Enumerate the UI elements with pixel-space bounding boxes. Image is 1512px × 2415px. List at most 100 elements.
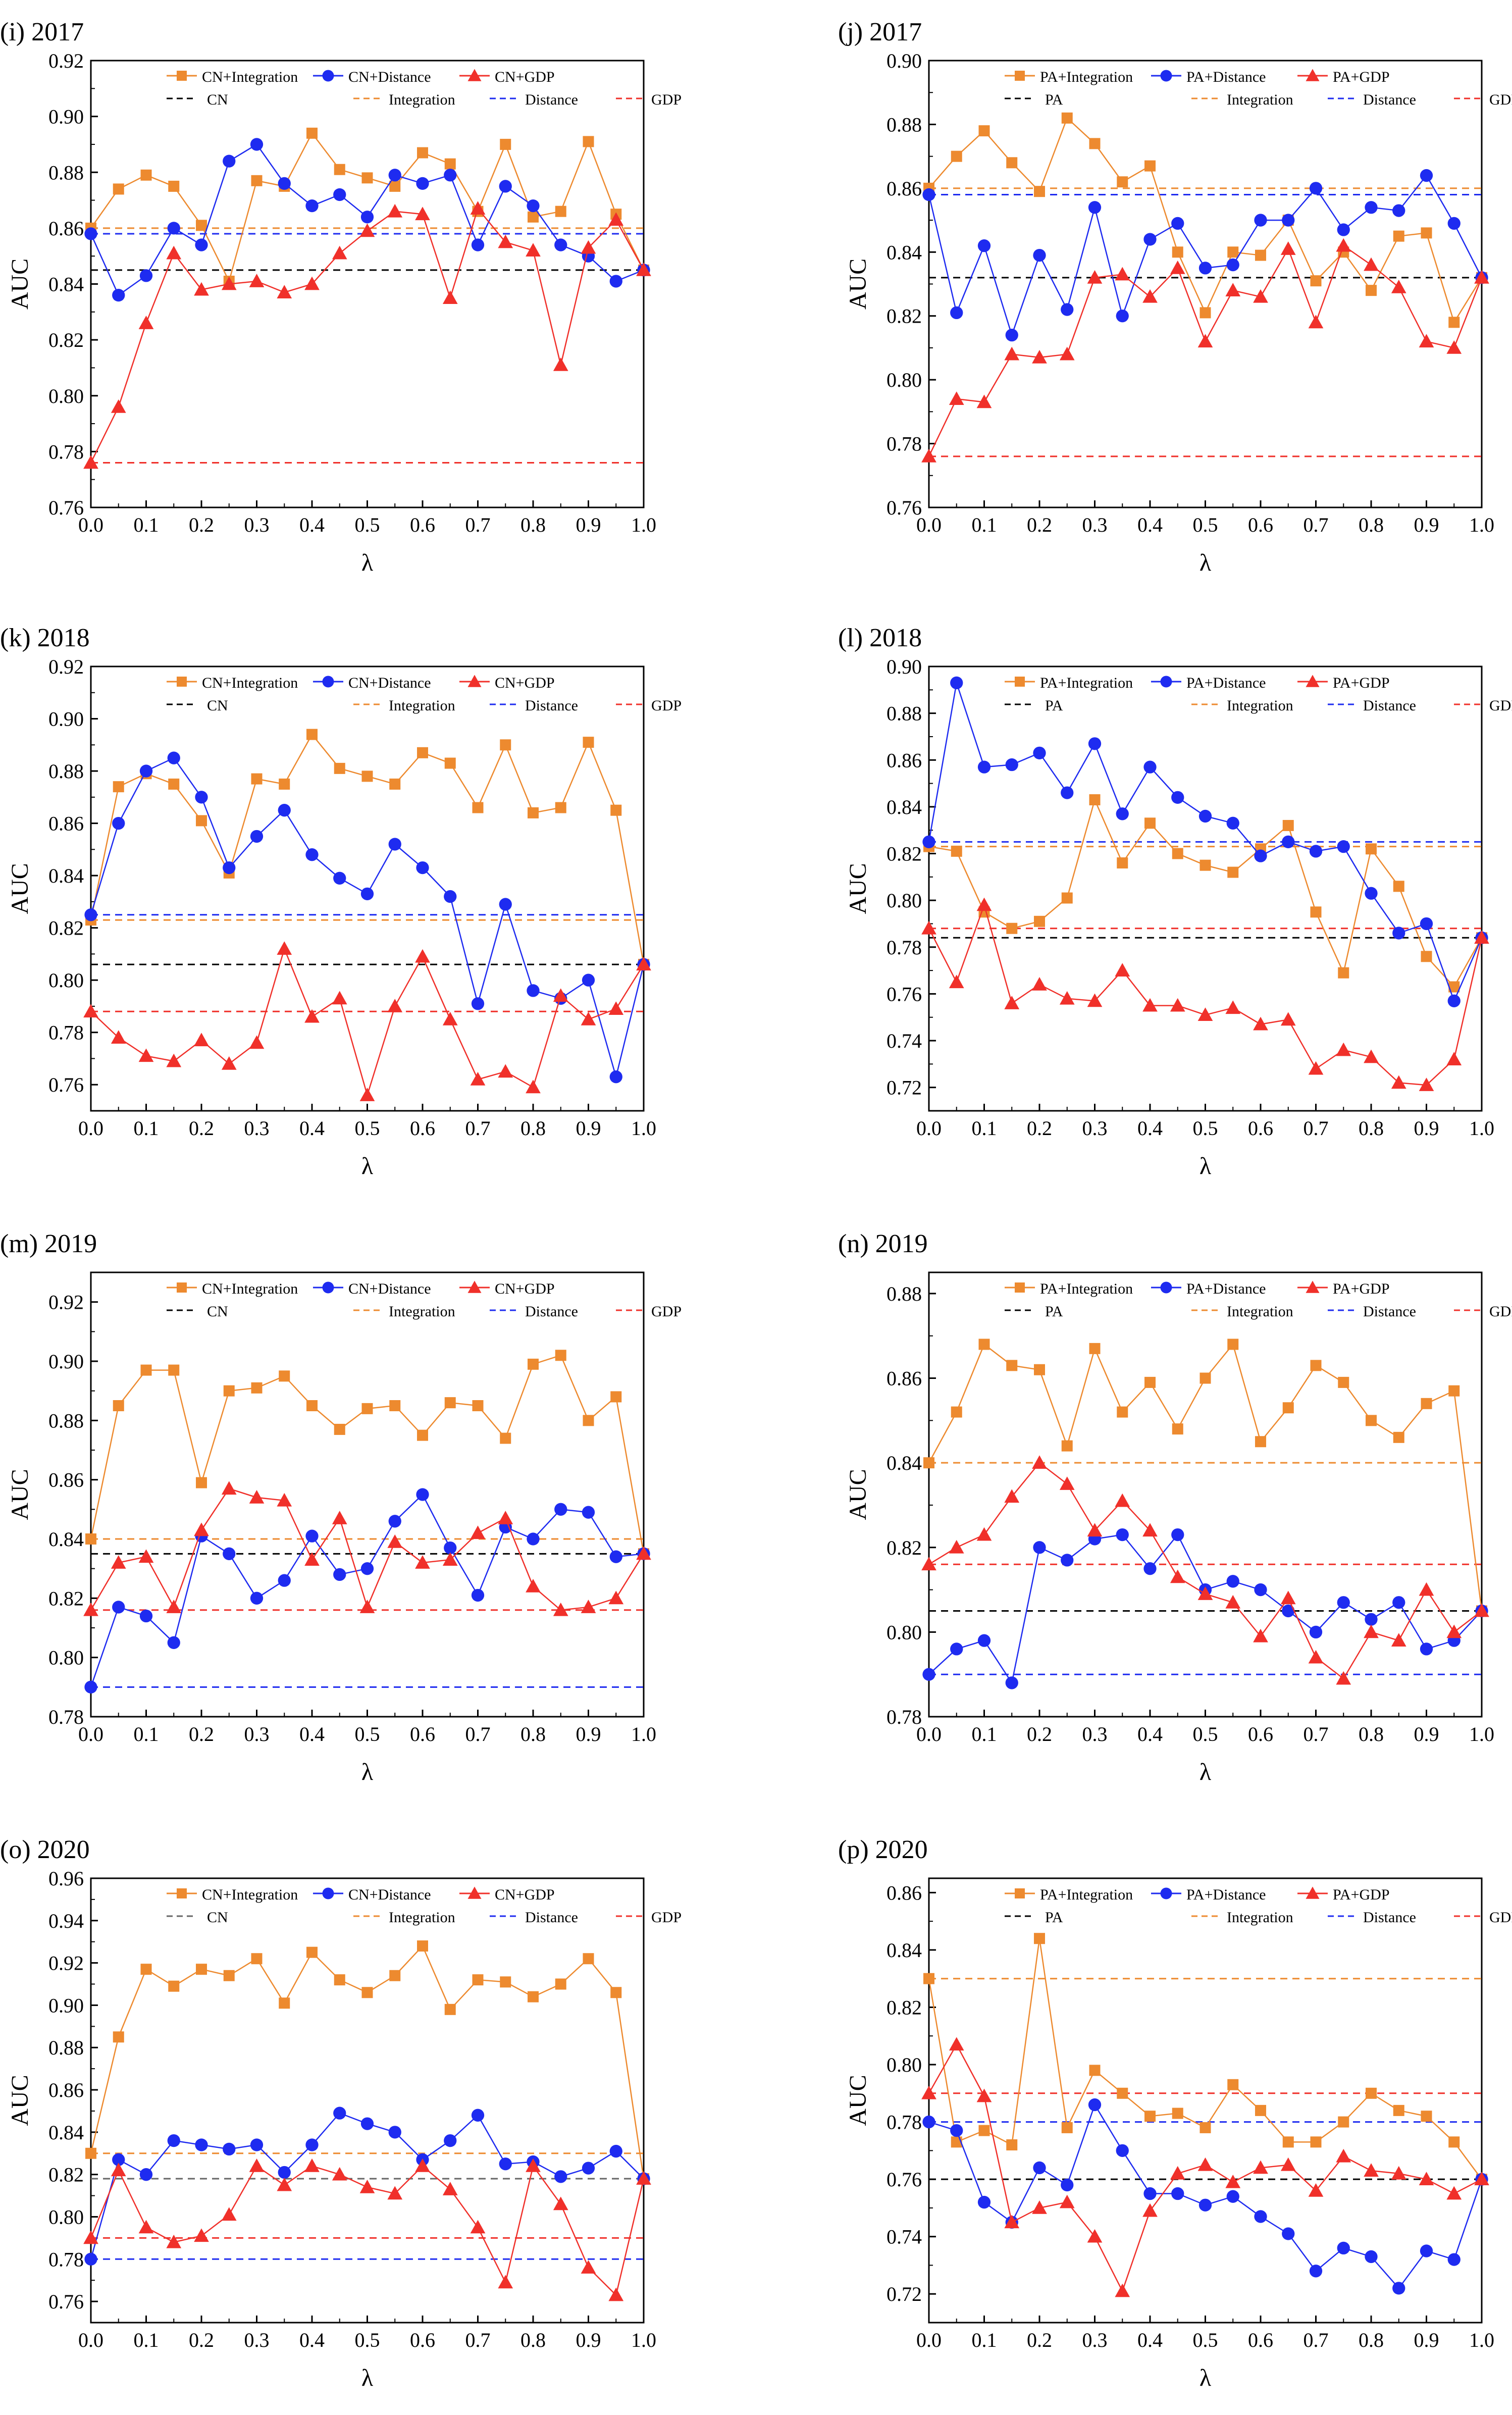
series-distance-point (1392, 927, 1405, 940)
series-distance-point (1420, 169, 1433, 182)
series-gdp-point (166, 245, 182, 260)
series-integration-point (113, 1400, 124, 1411)
series-distance-point (444, 1541, 457, 1555)
series-integration-point (306, 127, 318, 139)
y-axis-label: AUC (7, 863, 33, 914)
series-distance-point (1447, 994, 1461, 1007)
x-tick-label: 0.3 (244, 513, 270, 536)
series-gdp-point (111, 2163, 126, 2177)
series-distance-point (195, 238, 208, 251)
series-gdp-point (553, 357, 568, 371)
series-integration-point (500, 138, 511, 150)
legend-series-label: CN+Integration (202, 1280, 298, 1297)
legend-series-marker (1306, 1280, 1320, 1293)
legend-baseline-label: Integration (1227, 1909, 1293, 1926)
series-gdp-point (304, 1552, 320, 1566)
series-integration-point (334, 762, 345, 774)
series-gdp-point (1308, 1061, 1324, 1075)
series-distance-point (582, 973, 595, 987)
series-integration-point (279, 1997, 290, 2009)
legend-series-label: CN+GDP (495, 675, 555, 691)
legend-baseline-label: PA (1045, 697, 1063, 714)
series-distance-point (278, 2166, 291, 2179)
series-distance-point (167, 222, 180, 235)
series-gdp-point (1059, 346, 1075, 361)
series-distance-point (444, 2134, 457, 2147)
series-integration-point (444, 2003, 456, 2015)
series-gdp-point (1308, 315, 1324, 329)
y-tick-label: 0.80 (887, 889, 922, 912)
legend-series-marker (1015, 71, 1025, 81)
legend-series-marker (1306, 675, 1320, 687)
series-integration-point (978, 2125, 990, 2136)
series-gdp-point (1253, 1016, 1268, 1031)
series-distance-point (922, 188, 935, 201)
series-integration-point (1144, 817, 1156, 829)
series-gdp-point (1059, 991, 1075, 1005)
legend-baseline-label: Distance (1363, 91, 1416, 108)
y-tick-label: 0.76 (887, 983, 922, 1005)
series-distance-point (1198, 262, 1212, 275)
series-gdp-point (1225, 283, 1241, 297)
x-tick-label: 0.0 (916, 2329, 942, 2351)
y-tick-label: 0.78 (887, 1706, 922, 1728)
series-gdp-point (921, 2085, 936, 2099)
series-gdp-point (976, 394, 992, 408)
series-distance-point (922, 835, 935, 849)
series-gdp-point (1142, 289, 1158, 303)
series-gdp-point (1142, 1523, 1158, 1537)
series-gdp-point (194, 2228, 209, 2242)
x-tick-label: 0.3 (244, 2329, 270, 2351)
series-distance-point (333, 188, 346, 201)
series-distance-point (471, 1588, 485, 1602)
series-gdp-point (636, 1546, 651, 1560)
series-distance-point (471, 997, 485, 1010)
series-gdp-point (976, 1527, 992, 1541)
series-distance-point (499, 180, 512, 193)
series-integration-point (528, 1358, 539, 1370)
series-gdp-point (277, 941, 292, 955)
x-tick-label: 0.1 (972, 2329, 997, 2351)
series-gdp-point (138, 1048, 154, 1062)
series-gdp-point (1225, 1000, 1241, 1014)
legend-baseline-label: Distance (525, 91, 578, 108)
chart-panel-4: (m) 2019 0.78 0.80 0.82 0.84 0.86 0.88 0.90 0.92… (0, 1229, 682, 1785)
series-gdp-point (221, 1056, 237, 1070)
x-tick-label: 1.0 (631, 1117, 656, 1140)
x-tick-label: 0.8 (1359, 513, 1384, 536)
series-distance-point (499, 2157, 512, 2171)
x-tick-label: 0.6 (410, 2329, 435, 2351)
series-integration-point (1366, 2087, 1377, 2099)
x-tick-label: 0.4 (1137, 2329, 1163, 2351)
series-integration-point (1227, 1339, 1239, 1350)
series-distance-point (416, 177, 429, 190)
x-tick-label: 0.6 (410, 1117, 435, 1140)
series-distance-point (977, 2195, 991, 2209)
series-integration-point (279, 1370, 290, 1382)
series-distance-point (1309, 2265, 1323, 2278)
x-tick-label: 0.7 (1304, 2329, 1329, 2351)
series-gdp-point (138, 1549, 154, 1563)
series-integration-point (223, 1970, 235, 1981)
series-integration-point (1006, 922, 1018, 934)
series-distance-point (1171, 791, 1184, 804)
series-integration-point (1117, 1406, 1128, 1418)
series-integration-point (196, 1477, 207, 1488)
series-integration-point (1448, 317, 1460, 328)
chart-panel-3: (l) 2018 0.72 0.74 0.76 0.78 0.80 0.82 0.84 0.86… (838, 624, 1512, 1179)
legend-series-label: PA+Distance (1186, 1280, 1266, 1297)
x-tick-label: 0.5 (355, 513, 380, 536)
series-integration-point (361, 1403, 373, 1414)
series-gdp-point (1059, 1476, 1075, 1490)
series-distance-point (1282, 1604, 1295, 1618)
series-distance-point (1282, 2227, 1295, 2240)
legend-series-label: PA+GDP (1333, 1886, 1390, 1903)
series-gdp-point (498, 1064, 513, 1078)
series-gdp-point (1170, 261, 1185, 274)
y-tick-label: 0.86 (48, 1469, 84, 1492)
series-integration-point (1448, 981, 1460, 993)
series-distance-point (167, 1636, 180, 1649)
legend-baseline-label: Distance (1363, 1909, 1416, 1926)
x-tick-label: 0.1 (134, 1117, 159, 1140)
legend-series-marker (467, 1886, 482, 1899)
